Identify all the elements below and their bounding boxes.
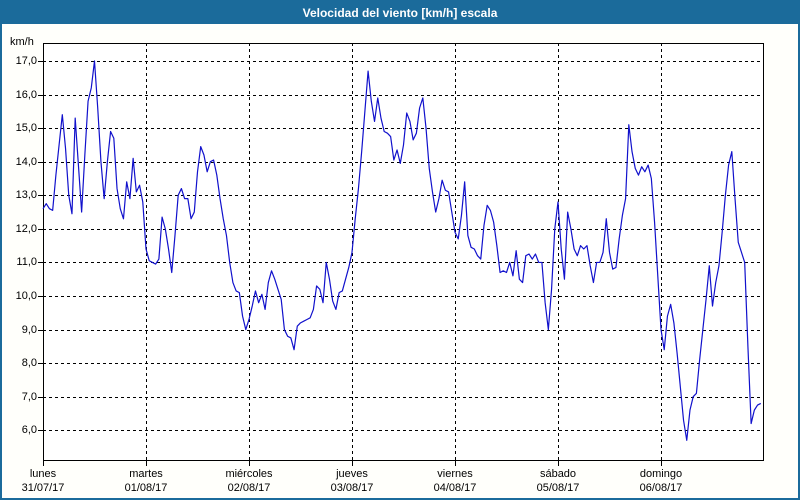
day-date: 06/08/17: [639, 482, 683, 494]
plot-border: [43, 43, 764, 461]
y-axis-tick-label: 16,0: [15, 88, 37, 101]
x-axis-day-label: miércoles 02/08/17: [201, 467, 297, 495]
day-date: 31/07/17: [21, 482, 65, 494]
day-name: sábado: [539, 468, 577, 480]
y-axis-tick-label: 6,0: [21, 424, 37, 437]
day-name: jueves: [336, 468, 368, 480]
window-title: Velocidad del viento [km/h] escala: [302, 6, 498, 20]
y-axis-unit-label: km/h: [10, 36, 34, 48]
day-date: 02/08/17: [227, 482, 271, 494]
y-axis-tick-label: 12,0: [15, 222, 37, 235]
x-axis-day-label: viernes 04/08/17: [407, 467, 503, 495]
day-name: viernes: [437, 468, 473, 480]
x-axis-day-label: sábado 05/08/17: [510, 467, 606, 495]
x-axis-day-label: lunes 31/07/17: [2, 467, 91, 495]
day-date: 01/08/17: [124, 482, 168, 494]
day-name: miércoles: [225, 468, 273, 480]
x-axis-day-label: jueves 03/08/17: [304, 467, 400, 495]
day-date: 05/08/17: [536, 482, 580, 494]
plot-canvas: [38, 43, 764, 466]
x-axis-day-label: domingo 06/08/17: [613, 467, 709, 495]
y-axis-tick-label: 13,0: [15, 189, 37, 202]
y-axis-tick-label: 9,0: [21, 323, 37, 336]
y-axis-tick-label: 11,0: [16, 256, 37, 269]
y-axis-tick-label: 10,0: [15, 289, 37, 302]
x-axis-day-label: martes 01/08/17: [98, 467, 194, 495]
y-axis-tick-label: 8,0: [21, 357, 37, 370]
wind-speed-chart: km/h 17,0 16,0 15,0 14,0 13,0 12,0 11,0 10,0 9,0…: [2, 24, 798, 498]
day-date: 03/08/17: [330, 482, 374, 494]
day-date: 04/08/17: [433, 482, 477, 494]
y-axis-tick-label: 14,0: [15, 155, 37, 168]
y-axis-tick-label: 15,0: [15, 122, 37, 135]
day-name: domingo: [639, 468, 683, 480]
title-bar: Velocidad del viento [km/h] escala: [2, 2, 798, 24]
y-axis-tick-label: 17,0: [15, 55, 37, 67]
day-name: lunes: [29, 468, 57, 480]
wind-speed-line: [42, 60, 762, 441]
y-axis-tick-label: 7,0: [21, 390, 37, 403]
day-name: martes: [129, 468, 163, 480]
